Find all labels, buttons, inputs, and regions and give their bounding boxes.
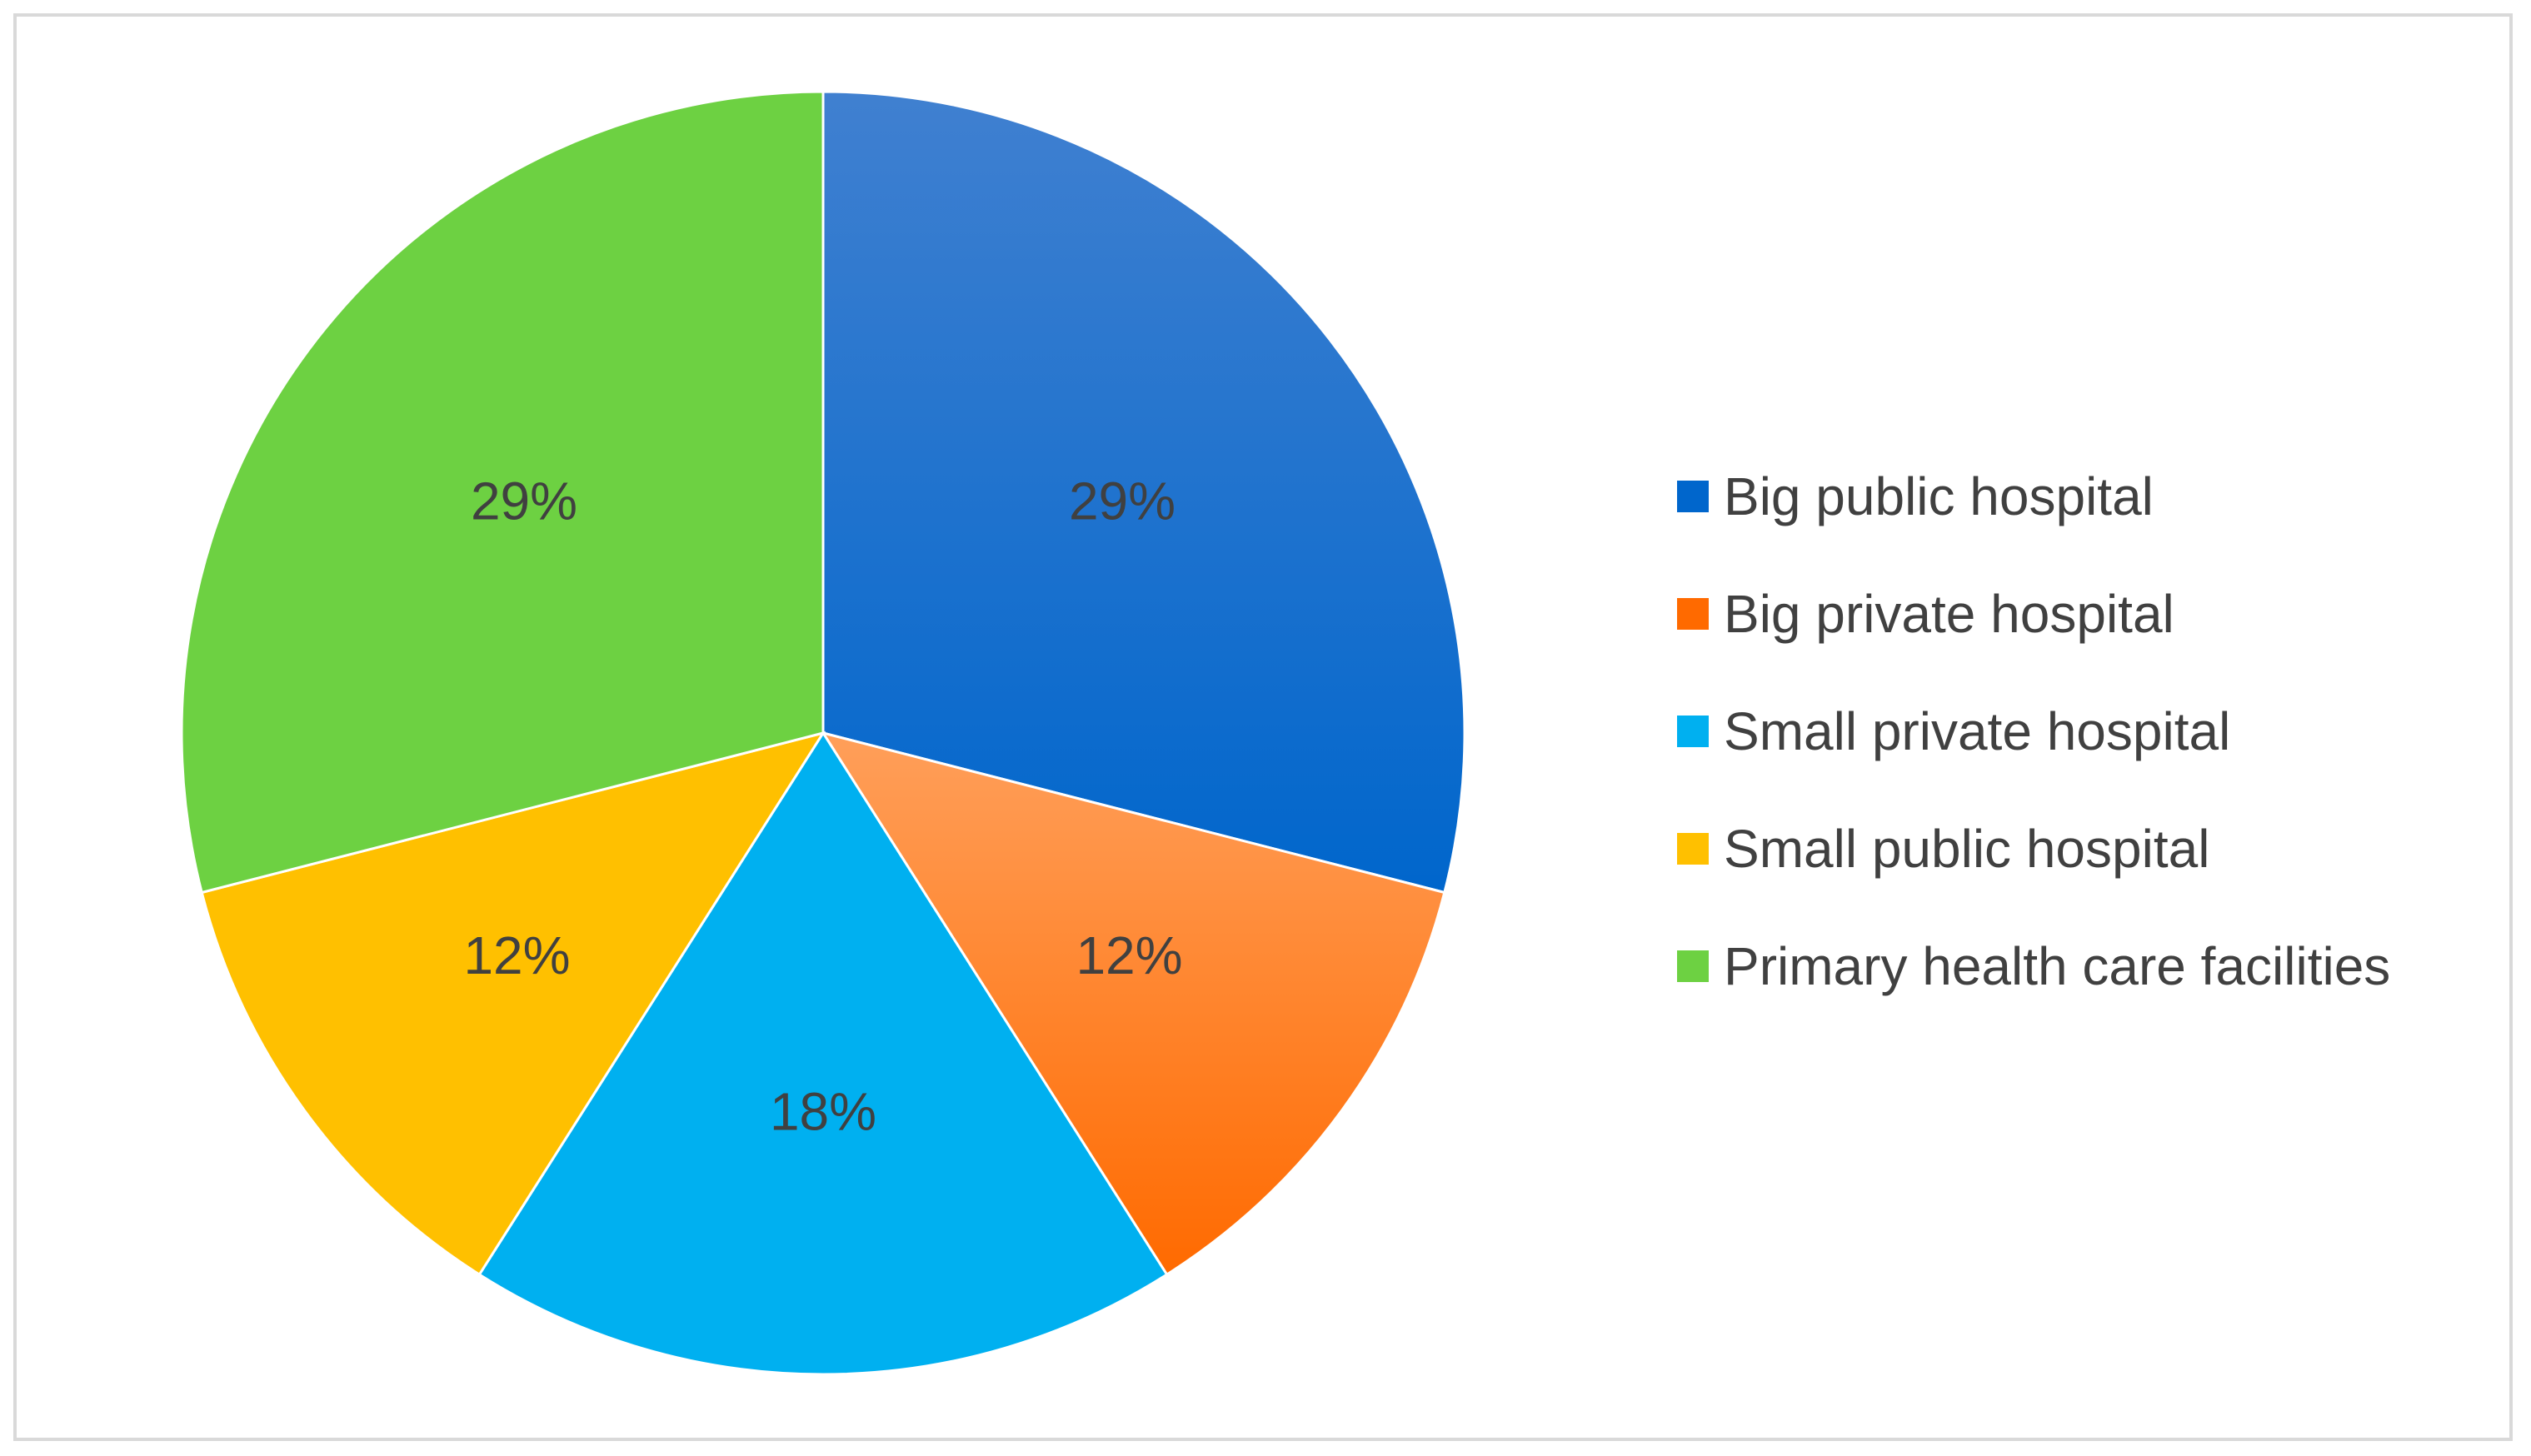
pie-slice-small-private-hospital [477, 730, 1169, 1376]
legend-label-primary-health-care-facilities: Primary health care facilities [1724, 936, 2390, 996]
data-label-big-private-hospital: 12% [1076, 925, 1182, 985]
pie-data-labels: 29% 12% 18% 12% 29% [463, 471, 1182, 1142]
data-label-small-public-hospital: 12% [463, 925, 570, 985]
legend: Big public hospital Big private hospital S… [1677, 466, 2390, 996]
legend-item-small-private-hospital: Small private hospital [1677, 701, 2230, 761]
data-label-big-public-hospital: 29% [1069, 471, 1176, 531]
legend-label-big-private-hospital: Big private hospital [1724, 584, 2174, 644]
pie-slice-big-public-hospital [821, 90, 1466, 895]
legend-label-small-public-hospital: Small public hospital [1724, 819, 2209, 879]
pie-slices [180, 90, 1466, 1376]
legend-swatch-big-public-hospital [1677, 481, 1709, 512]
legend-item-big-public-hospital: Big public hospital [1677, 466, 2154, 526]
pie-slice-small-public-hospital [200, 730, 826, 1277]
legend-swatch-small-public-hospital [1677, 833, 1709, 865]
legend-item-big-private-hospital: Big private hospital [1677, 584, 2174, 644]
legend-swatch-primary-health-care-facilities [1677, 950, 1709, 982]
pie-slice-big-private-hospital [820, 730, 1446, 1277]
data-label-primary-health-care-facilities: 29% [471, 471, 577, 531]
legend-item-primary-health-care-facilities: Primary health care facilities [1677, 936, 2390, 996]
legend-label-big-public-hospital: Big public hospital [1724, 466, 2154, 526]
pie-slice-primary-health-care-facilities [180, 90, 825, 895]
data-label-small-private-hospital: 18% [770, 1081, 876, 1141]
legend-swatch-small-private-hospital [1677, 716, 1709, 747]
legend-label-small-private-hospital: Small private hospital [1724, 701, 2230, 761]
legend-item-small-public-hospital: Small public hospital [1677, 819, 2209, 879]
legend-swatch-big-private-hospital [1677, 598, 1709, 630]
